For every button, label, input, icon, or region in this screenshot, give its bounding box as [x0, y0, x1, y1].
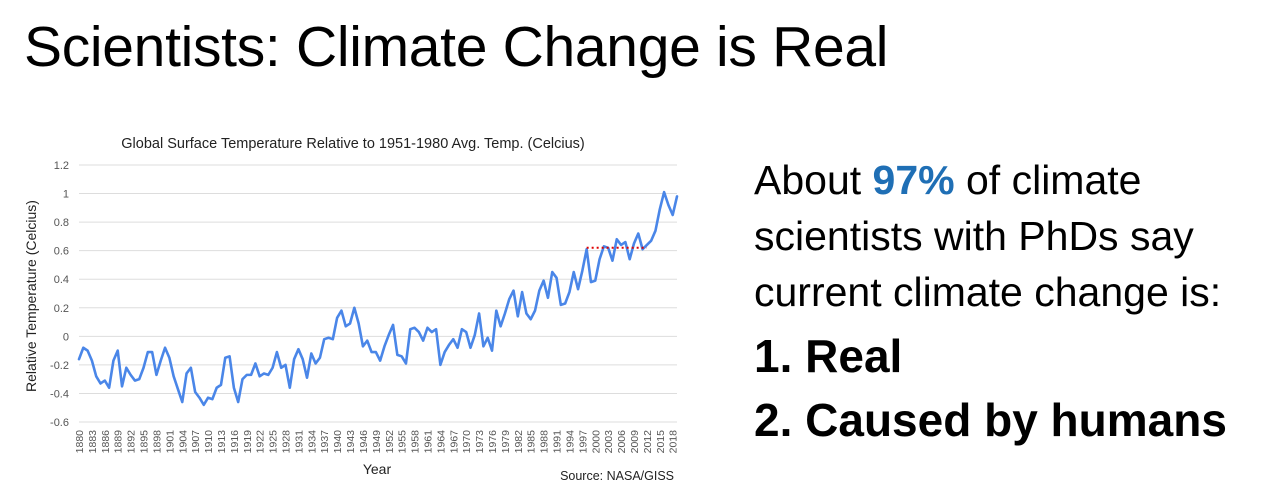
conclusion-item-real: 1. Real [754, 330, 903, 382]
x-tick-label: 1940 [332, 430, 344, 454]
x-tick-label: 1907 [190, 430, 202, 454]
y-axis-label: Relative Temperature (Celcius) [23, 200, 39, 392]
x-tick-label: 1970 [461, 430, 473, 454]
chart-source: Source: NASA/GISS [560, 469, 674, 483]
x-tick-label: 1925 [268, 430, 280, 454]
consensus-statement: About 97% of climate scientists with PhD… [754, 152, 1264, 320]
x-tick-label: 1886 [100, 430, 112, 454]
x-tick-label: 1973 [474, 430, 486, 454]
x-tick-label: 2003 [603, 430, 615, 454]
x-tick-label: 1895 [139, 430, 151, 454]
x-tick-label: 1880 [74, 430, 86, 454]
y-tick-label: 1.2 [54, 160, 69, 172]
x-tick-label: 1919 [242, 430, 254, 454]
temperature-series-line [77, 190, 679, 407]
x-tick-label: 1889 [113, 430, 125, 454]
temperature-chart: Global Surface Temperature Relative to 1… [23, 136, 680, 483]
x-tick-label: 1967 [448, 430, 460, 454]
x-tick-label: 1961 [422, 430, 434, 454]
statement-suffix: of climate scientists with PhDs say curr… [754, 157, 1222, 315]
claim-text-block: About 97% of climate scientists with PhD… [754, 152, 1264, 452]
y-tick-label: 0.6 [54, 246, 69, 258]
y-tick-label: 0.2 [54, 303, 69, 315]
percentage-highlight: 97% [872, 157, 955, 203]
x-tick-label: 1982 [513, 430, 525, 454]
x-tick-label: 1985 [526, 430, 538, 454]
x-tick-label: 1916 [229, 430, 241, 454]
x-tick-label: 1979 [500, 430, 512, 454]
x-tick-label: 1892 [126, 430, 138, 454]
y-axis-ticks: -0.6 -0.4 -0.2 0 0.2 0.4 0.6 0.8 1 1.2 [50, 160, 69, 429]
x-tick-label: 2009 [629, 430, 641, 454]
y-tick-label: -0.2 [50, 360, 69, 372]
x-tick-label: 1994 [564, 430, 576, 454]
x-tick-label: 2000 [590, 430, 602, 454]
x-tick-label: 1898 [151, 430, 163, 454]
x-tick-label: 1913 [216, 430, 228, 454]
x-tick-label: 2006 [616, 430, 628, 454]
x-tick-label: 2015 [655, 430, 667, 454]
x-tick-label: 1952 [384, 430, 396, 454]
x-tick-label: 1949 [371, 430, 383, 454]
x-tick-label: 1997 [577, 430, 589, 454]
x-tick-label: 1955 [397, 430, 409, 454]
x-tick-label: 1931 [293, 430, 305, 454]
chart-title: Global Surface Temperature Relative to 1… [121, 136, 584, 152]
chart-gridlines [79, 164, 677, 423]
y-tick-label: -0.6 [50, 417, 69, 429]
x-tick-label: 1934 [306, 430, 318, 454]
x-tick-label: 1976 [487, 430, 499, 454]
x-axis-ticks: 1880 1883 1886 1889 1892 1895 1898 1901 1904 1907… [74, 430, 680, 454]
x-tick-label: 1964 [435, 430, 447, 454]
x-tick-label: 1928 [281, 430, 293, 454]
y-tick-label: 0 [63, 331, 69, 343]
x-tick-label: 1958 [410, 430, 422, 454]
conclusion-list: 1. Real 2. Caused by humans [754, 324, 1264, 452]
x-tick-label: 2012 [642, 430, 654, 454]
x-tick-label: 1922 [255, 430, 267, 454]
x-axis-label: Year [363, 461, 392, 477]
x-tick-label: 1946 [358, 430, 370, 454]
x-tick-label: 2018 [668, 430, 680, 454]
slide-title: Scientists: Climate Change is Real [24, 15, 889, 79]
x-tick-label: 1937 [319, 430, 331, 454]
x-tick-label: 1901 [164, 430, 176, 454]
x-tick-label: 1883 [87, 430, 99, 454]
y-tick-label: -0.4 [50, 388, 69, 400]
statement-prefix: About [754, 157, 873, 203]
series-data-points [78, 192, 678, 405]
x-tick-label: 1943 [345, 430, 357, 454]
conclusion-item-human-caused: 2. Caused by humans [754, 394, 1227, 446]
y-tick-label: 1 [63, 189, 69, 201]
y-tick-label: 0.8 [54, 217, 69, 229]
x-tick-label: 1988 [539, 430, 551, 454]
y-tick-label: 0.4 [54, 274, 69, 286]
x-tick-label: 1904 [177, 430, 189, 454]
x-tick-label: 1910 [203, 430, 215, 454]
x-tick-label: 1991 [552, 430, 564, 454]
